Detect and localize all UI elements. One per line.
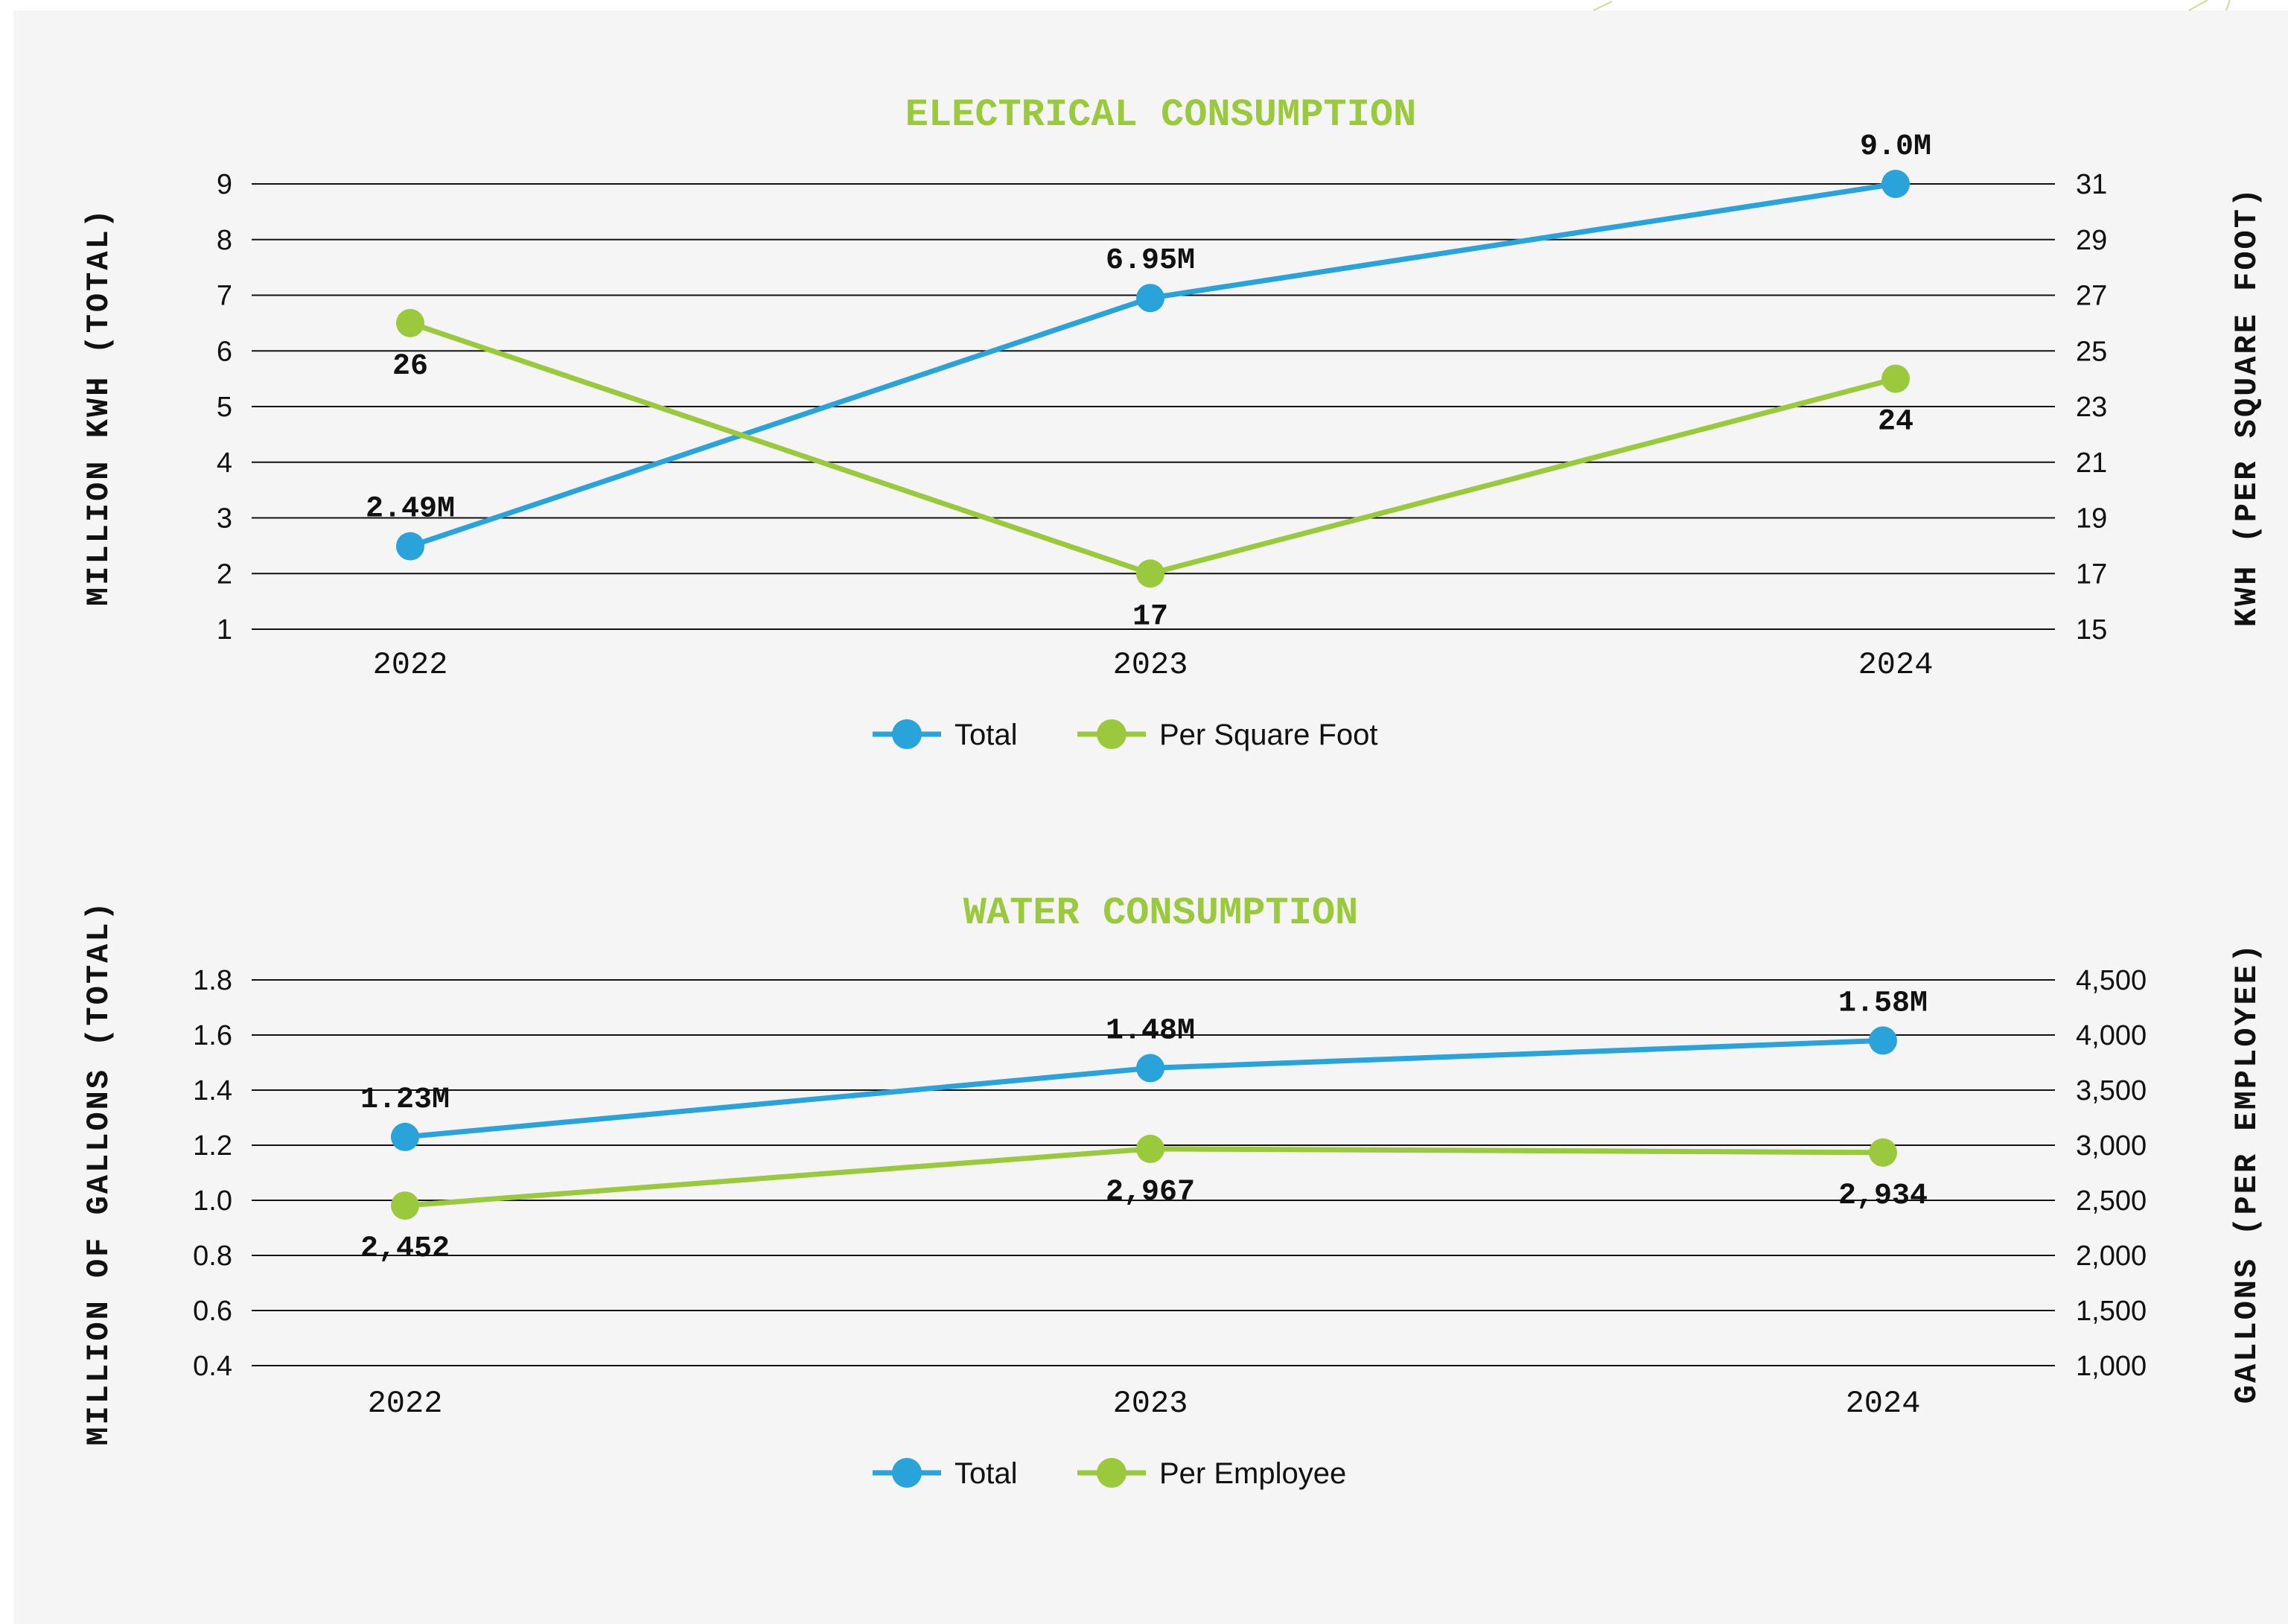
left-tick-label: 5	[217, 392, 232, 423]
data-label: 26	[392, 350, 428, 383]
data-point	[1136, 284, 1164, 313]
data-label: 17	[1132, 600, 1168, 634]
right-tick-label: 25	[2076, 336, 2107, 367]
data-label: 1.58M	[1838, 987, 1928, 1020]
left-tick-label: 4	[217, 448, 232, 479]
left-tick-label: 8	[217, 225, 232, 256]
right-tick-label: 23	[2076, 392, 2107, 423]
right-axis-label: KWH (PER SQUARE FOOT)	[2229, 186, 2265, 627]
right-tick-label: 21	[2076, 448, 2107, 479]
right-tick-label: 27	[2076, 281, 2107, 312]
x-tick-label: 2024	[1846, 1386, 1921, 1421]
data-point	[1869, 1138, 1897, 1167]
left-tick-label: 1	[217, 614, 232, 646]
data-point	[1881, 364, 1910, 393]
legend-marker	[892, 719, 922, 749]
x-tick-label: 2023	[1113, 647, 1188, 683]
legend-label: Per Employee	[1159, 1457, 1346, 1490]
data-point	[1136, 1134, 1164, 1163]
left-tick-label: 1.0	[193, 1185, 232, 1217]
left-tick-label: 1.6	[193, 1020, 232, 1051]
right-tick-label: 29	[2076, 225, 2107, 256]
data-label: 2,452	[360, 1232, 450, 1266]
chart-panel	[13, 10, 2288, 1624]
x-tick-label: 2024	[1858, 647, 1934, 683]
legend-marker	[1097, 1458, 1127, 1488]
data-point	[1136, 559, 1164, 588]
legend-label: Total	[955, 1457, 1018, 1490]
legend-label: Per Square Foot	[1159, 719, 1378, 751]
right-tick-label: 31	[2076, 169, 2107, 200]
chart-title: ELECTRICAL CONSUMPTION	[905, 93, 1417, 137]
legend-marker	[892, 1458, 922, 1488]
right-tick-label: 2,000	[2076, 1241, 2147, 1272]
x-tick-label: 2023	[1113, 1386, 1188, 1421]
data-label: 6.95M	[1106, 244, 1195, 278]
data-label: 1.48M	[1106, 1014, 1195, 1048]
legend-marker	[1097, 719, 1127, 749]
x-tick-label: 2022	[373, 647, 448, 683]
right-tick-label: 1,500	[2076, 1296, 2147, 1327]
right-tick-label: 2,500	[2076, 1185, 2147, 1217]
data-label: 24	[1878, 406, 1913, 439]
data-label: 1.23M	[360, 1083, 450, 1117]
series-line-total	[409, 181, 1896, 549]
data-point	[1869, 1026, 1897, 1055]
right-axis-label: GALLONS (PER EMPLOYEE)	[2229, 942, 2265, 1404]
right-tick-label: 1,000	[2076, 1351, 2147, 1382]
left-tick-label: 3	[217, 503, 232, 535]
legend-label: Total	[955, 719, 1018, 751]
data-point	[1881, 170, 1910, 198]
right-tick-label: 4,000	[2076, 1020, 2147, 1051]
data-point	[1136, 1054, 1164, 1083]
left-tick-label: 0.6	[193, 1296, 232, 1327]
chart-title: WATER CONSUMPTION	[963, 891, 1359, 935]
data-label: 2,967	[1106, 1176, 1195, 1209]
left-tick-label: 0.8	[193, 1241, 232, 1272]
right-tick-label: 17	[2076, 558, 2107, 590]
left-tick-label: 0.4	[193, 1351, 232, 1382]
data-point	[391, 1122, 419, 1151]
x-tick-label: 2022	[368, 1386, 443, 1421]
left-axis-label: MILLION OF GALLONS (TOTAL)	[81, 899, 117, 1445]
data-point	[391, 1191, 419, 1220]
data-label: 2,934	[1838, 1179, 1928, 1213]
right-tick-label: 3,500	[2076, 1075, 2147, 1106]
right-tick-label: 3,000	[2076, 1130, 2147, 1162]
data-label: 2.49M	[366, 493, 455, 526]
corner-decoration	[1593, 0, 2231, 11]
left-tick-label: 1.8	[193, 965, 232, 996]
left-tick-label: 1.4	[193, 1075, 232, 1106]
data-point	[396, 532, 424, 561]
right-tick-label: 15	[2076, 614, 2107, 646]
series-line-per-square-foot	[409, 320, 1896, 576]
series-line-total	[404, 1037, 1884, 1140]
left-axis-label: MILLION KWH (TOTAL)	[81, 207, 117, 606]
right-tick-label: 4,500	[2076, 965, 2147, 996]
data-point	[396, 308, 424, 337]
right-tick-label: 19	[2076, 503, 2107, 535]
left-tick-label: 9	[217, 169, 232, 200]
left-tick-label: 7	[217, 281, 232, 312]
left-tick-label: 6	[217, 336, 232, 367]
left-tick-label: 2	[217, 558, 232, 590]
left-tick-label: 1.2	[193, 1130, 232, 1162]
data-label: 9.0M	[1860, 130, 1931, 164]
